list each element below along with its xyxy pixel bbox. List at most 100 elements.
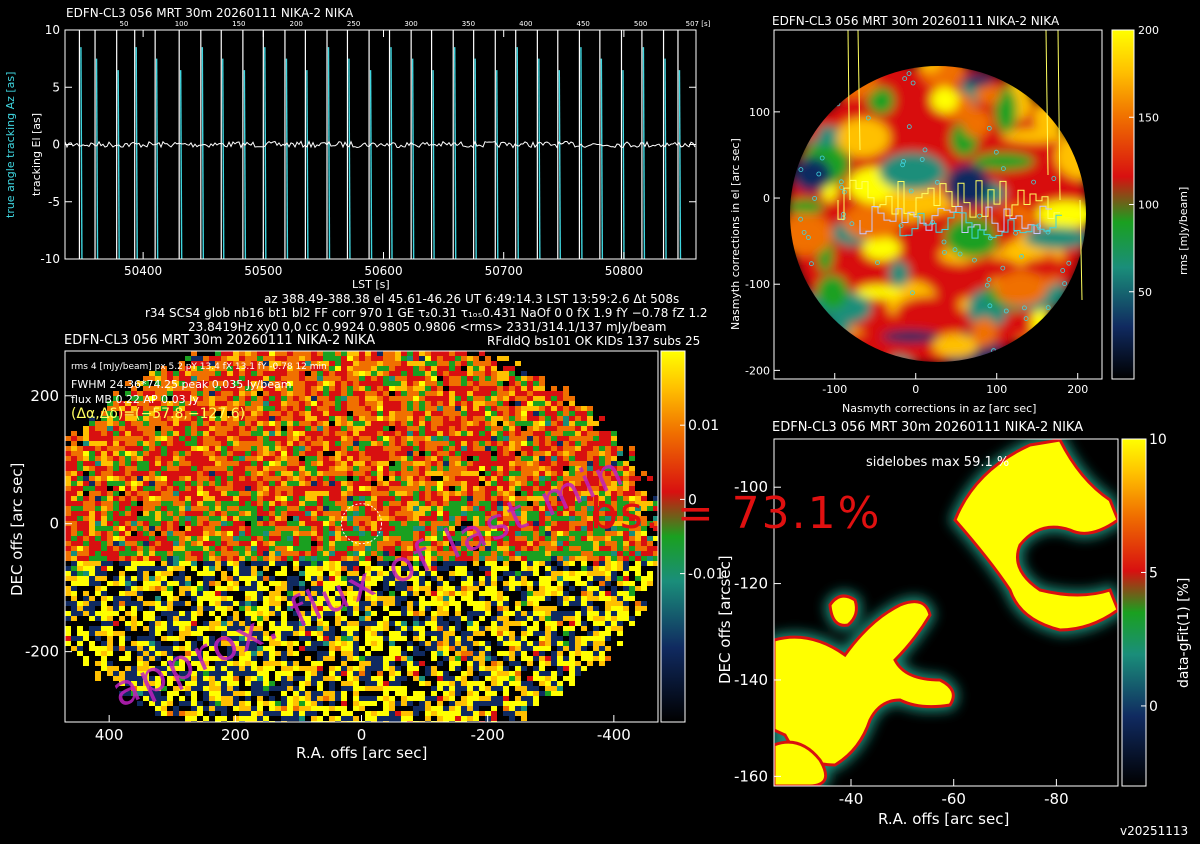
map-pixel: [245, 521, 251, 526]
map-pixel: [449, 466, 455, 471]
map-pixel: [491, 396, 497, 401]
map-pixel: [251, 436, 257, 441]
map-pixel: [527, 411, 533, 416]
nasmyth-blob: [788, 199, 824, 214]
map-pixel: [527, 421, 533, 426]
map-pixel: [509, 561, 515, 566]
map-pixel: [191, 561, 197, 566]
map-pixel: [335, 551, 341, 556]
map-pixel: [239, 466, 245, 471]
map-pixel: [635, 591, 641, 596]
subscan-spike-cyan: [202, 47, 203, 259]
map-pixel: [413, 481, 419, 486]
nasmyth-blob: [837, 118, 890, 157]
map-pixel: [383, 401, 389, 406]
map-pixel: [569, 431, 575, 436]
map-pixel: [317, 521, 323, 526]
map-pixel: [539, 571, 545, 576]
map-pixel: [233, 521, 239, 526]
map-pixel: [365, 471, 371, 476]
map-pixel: [275, 571, 281, 576]
map-pixel: [143, 451, 149, 456]
map-pixel: [149, 566, 155, 571]
map-pixel: [491, 481, 497, 486]
map-pixel: [287, 581, 293, 586]
map-pixel: [551, 566, 557, 571]
map-pixel: [575, 561, 581, 566]
map-pixel: [359, 356, 365, 361]
map-pixel: [191, 601, 197, 606]
map-pixel: [89, 521, 95, 526]
map-pixel: [329, 531, 335, 536]
map-pixel: [179, 456, 185, 461]
map-pixel: [545, 461, 551, 466]
map-pixel: [215, 566, 221, 571]
map-pixel: [113, 541, 119, 546]
map-pixel: [329, 386, 335, 391]
map-pixel: [245, 531, 251, 536]
map-pixel: [431, 481, 437, 486]
map-pixel: [65, 486, 71, 491]
map-pixel: [233, 591, 239, 596]
map-pixel: [125, 496, 131, 501]
map-pixel: [143, 556, 149, 561]
map-pixel: [497, 561, 503, 566]
map-pixel: [491, 411, 497, 416]
map-pixel: [89, 571, 95, 576]
map-pixel: [125, 491, 131, 496]
map-pixel: [629, 556, 635, 561]
map-pixel: [107, 561, 113, 566]
map-pixel: [167, 501, 173, 506]
map-pixel: [425, 411, 431, 416]
map-pixel: [479, 591, 485, 596]
map-pixel: [425, 501, 431, 506]
map-pixel: [209, 546, 215, 551]
map-pixel: [311, 471, 317, 476]
map-pixel: [239, 546, 245, 551]
map-pixel: [383, 531, 389, 536]
map-pixel: [77, 571, 83, 576]
map-pixel: [545, 456, 551, 461]
map-pixel: [293, 391, 299, 396]
map-pixel: [149, 591, 155, 596]
map-pixel: [467, 401, 473, 406]
map-pixel: [269, 416, 275, 421]
map-pixel: [131, 536, 137, 541]
map-pixel: [485, 426, 491, 431]
map-pixel: [485, 571, 491, 576]
map-pixel: [299, 356, 305, 361]
map-pixel: [419, 601, 425, 606]
map-pixel: [179, 506, 185, 511]
map-pixel: [497, 356, 503, 361]
map-pixel: [227, 476, 233, 481]
map-pixel: [113, 451, 119, 456]
map-pixel: [245, 471, 251, 476]
map-pixel: [191, 441, 197, 446]
map-pixel: [443, 366, 449, 371]
map-pixel: [89, 431, 95, 436]
map-pixel: [359, 381, 365, 386]
map-pixel: [575, 551, 581, 556]
map-pixel: [527, 456, 533, 461]
map-pixel: [251, 451, 257, 456]
map-pixel: [527, 581, 533, 586]
map-pixel: [299, 386, 305, 391]
map-pixel: [209, 531, 215, 536]
map-pixel: [377, 496, 383, 501]
map-pixel: [299, 431, 305, 436]
map-pixel: [527, 601, 533, 606]
map-pixel: [257, 586, 263, 591]
map-pixel: [335, 396, 341, 401]
map-pixel: [125, 551, 131, 556]
map-pixel: [611, 586, 617, 591]
map-pixel: [341, 386, 347, 391]
map-pixel: [215, 501, 221, 506]
map-pixel: [455, 486, 461, 491]
map-pixel: [401, 511, 407, 516]
map-pixel: [269, 481, 275, 486]
map-pixel: [83, 436, 89, 441]
map-pixel: [287, 416, 293, 421]
map-pixel: [359, 521, 365, 526]
map-pixel: [371, 461, 377, 466]
map-pixel: [341, 471, 347, 476]
